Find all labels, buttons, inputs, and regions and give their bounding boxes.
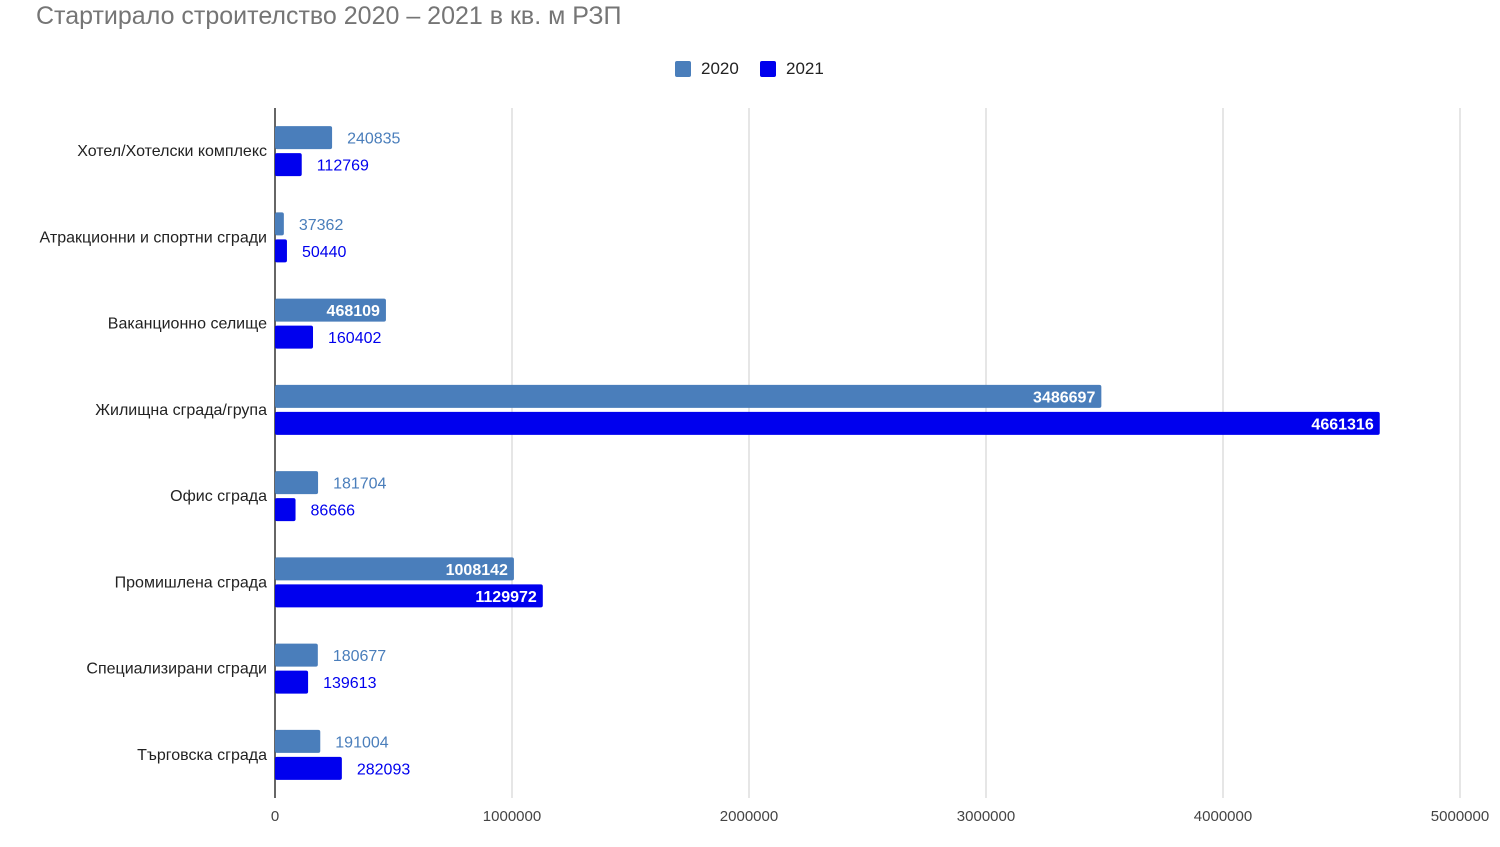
data-label: 1129972	[475, 589, 537, 606]
legend-label-2020: 2020	[701, 59, 739, 78]
bar-2021	[275, 584, 543, 608]
data-label: 37362	[299, 217, 344, 234]
bar-2021	[275, 670, 309, 694]
category-label: Ваканционно селище	[108, 316, 267, 333]
bar-2021	[275, 756, 342, 780]
data-label: 1008142	[446, 562, 508, 579]
category-label: Офис сграда	[170, 488, 267, 505]
x-tick-label: 3000000	[957, 808, 1015, 825]
x-tick-label: 5000000	[1431, 808, 1489, 825]
bar-2020	[275, 384, 1102, 408]
data-label: 240835	[347, 131, 400, 148]
data-label: 50440	[302, 244, 347, 261]
chart-title: Стартирало строителство 2020 – 2021 в кв…	[36, 2, 622, 30]
category-label: Хотел/Хотелски комплекс	[77, 143, 267, 160]
data-label: 468109	[327, 303, 380, 320]
data-label: 180677	[333, 648, 386, 665]
bar-2021	[275, 325, 314, 349]
bar-2021	[275, 498, 296, 522]
category-label: Търговска сграда	[137, 747, 267, 764]
x-tick-label: 4000000	[1194, 808, 1252, 825]
bar-2020	[275, 643, 318, 667]
bar-2021	[275, 411, 1380, 435]
bar-2021	[275, 239, 287, 263]
data-label: 139613	[323, 675, 376, 692]
bar-2020	[275, 212, 284, 236]
legend-item-2020: 2020	[675, 58, 739, 80]
data-label: 160402	[328, 330, 381, 347]
category-label: Жилищна сграда/група	[95, 402, 267, 419]
data-label: 86666	[311, 503, 356, 520]
data-label: 4661316	[1311, 416, 1373, 433]
category-label: Атракционни и спортни сгради	[40, 229, 267, 246]
x-tick-label: 0	[271, 808, 279, 825]
bar-2020	[275, 729, 321, 753]
bar-2020	[275, 298, 386, 322]
legend: 2020 2021	[0, 58, 1500, 80]
data-label: 191004	[335, 734, 388, 751]
data-label: 282093	[357, 761, 410, 778]
legend-item-2021: 2021	[760, 58, 824, 80]
legend-label-2021: 2021	[786, 59, 824, 78]
x-tick-label: 2000000	[720, 808, 778, 825]
bar-2020	[275, 471, 319, 495]
x-tick-label: 1000000	[483, 808, 541, 825]
data-label: 3486697	[1033, 389, 1095, 406]
category-label: Промишлена сграда	[115, 574, 267, 591]
bar-2020	[275, 126, 333, 150]
data-label: 112769	[317, 158, 369, 175]
category-label: Специализирани сгради	[86, 661, 267, 678]
bar-2020	[275, 557, 514, 581]
legend-swatch-2021	[760, 61, 776, 77]
legend-swatch-2020	[675, 61, 691, 77]
bar-2021	[275, 153, 302, 177]
data-label: 181704	[333, 476, 386, 493]
